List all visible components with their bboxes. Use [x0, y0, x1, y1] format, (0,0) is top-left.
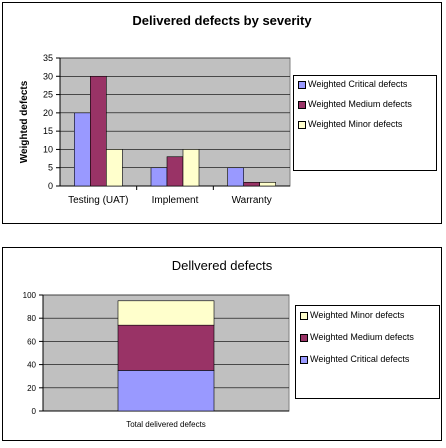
bar-critical [227, 167, 244, 187]
stack-segment-minor [117, 300, 215, 326]
legend-label: Weighted Critical defects [310, 354, 410, 364]
bar-minor [106, 149, 123, 187]
legend-swatch-critical [298, 81, 306, 89]
chart-title: Dellvered defects [171, 258, 273, 273]
legend-swatch-medium [298, 101, 306, 109]
y-tick-label: 20 [27, 384, 36, 393]
x-tick-label: Implement [152, 195, 199, 206]
bar-minor [182, 149, 200, 187]
bar-medium [243, 182, 260, 187]
legend-label: Weighted Critical defects [308, 79, 408, 89]
y-tick-label: 25 [43, 90, 53, 100]
x-tick-label: Testing (UAT) [68, 195, 128, 206]
legend-label: Weighted Medium defects [308, 99, 412, 109]
chart-panel-total: Dellvered defects 0 20 40 60 80 100 Total deli… [2, 247, 442, 441]
bar-critical [74, 112, 91, 187]
y-tick-label: 10 [43, 144, 53, 154]
x-tick-label: Warranty [232, 195, 272, 206]
y-tick-label: 15 [43, 126, 53, 136]
legend-label: Weighted Minor defects [308, 119, 403, 129]
legend-swatch-minor [300, 312, 308, 320]
legend-item-medium: Weighted Medium defects [297, 99, 433, 110]
legend-label: Weighted Minor defects [310, 310, 405, 320]
legend-swatch-medium [300, 334, 308, 342]
y-tick-label: 100 [23, 291, 37, 300]
legend-swatch-minor [298, 121, 306, 129]
y-tick-label: 35 [43, 53, 53, 63]
y-tick-label: 40 [27, 361, 36, 370]
chart-panel-severity: Delivered defects by severity 0 5 10 15 20 25… [2, 2, 442, 224]
chart-legend: Weighted Minor defects Weighted Medium d… [295, 305, 440, 399]
bar-medium [90, 75, 107, 187]
legend-item-minor: Weighted Minor defects [297, 119, 433, 130]
legend-label: Weighted Medium defects [310, 332, 414, 342]
bar-critical [150, 167, 168, 187]
x-tick-label: Total delivered defects [126, 420, 206, 429]
legend-swatch-critical [300, 356, 308, 364]
stack-segment-critical [117, 370, 215, 412]
y-tick-label: 30 [43, 71, 53, 81]
y-tick-label: 0 [48, 181, 53, 191]
chart-legend: Weighted Critical defects Weighted Mediu… [293, 75, 437, 171]
total-stacked-bar-chart: 0 20 40 60 80 100 Total delivered defects [23, 291, 290, 429]
y-axis-label: Weighted defects [19, 80, 30, 163]
y-tick-label: 20 [43, 108, 53, 118]
bar-minor [259, 182, 276, 187]
y-tick-label: 5 [48, 163, 53, 173]
y-tick-label: 60 [27, 337, 36, 346]
y-tick-label: 80 [27, 314, 36, 323]
chart-title: Delivered defects by severity [132, 13, 312, 28]
severity-bar-chart: 0 5 10 15 20 25 30 35 Testing (UAT) Implement Warr… [19, 53, 291, 206]
legend-item-medium: Weighted Medium defects [299, 332, 436, 343]
bar-medium [166, 156, 184, 187]
legend-item-critical: Weighted Critical defects [297, 79, 433, 90]
stack-segment-medium [117, 324, 215, 371]
legend-item-minor: Weighted Minor defects [299, 310, 436, 321]
y-tick-label: 0 [32, 407, 37, 416]
legend-item-critical: Weighted Critical defects [299, 354, 436, 365]
